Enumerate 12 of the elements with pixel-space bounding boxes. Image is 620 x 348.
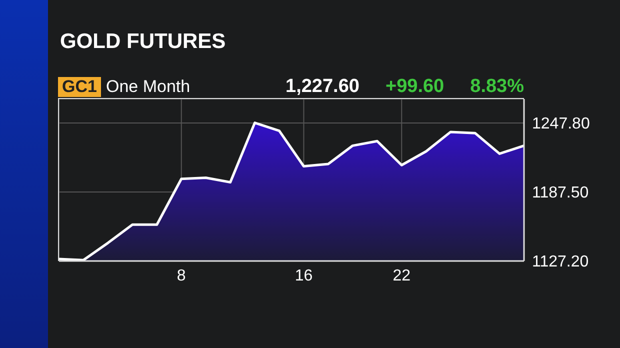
x-tick-label: 16 bbox=[294, 267, 313, 284]
y-tick-label: 1187.50 bbox=[532, 184, 589, 202]
chart-title: GOLD FUTURES bbox=[60, 30, 226, 54]
text: +99.60 bbox=[385, 76, 444, 98]
x-tick-label: 22 bbox=[392, 267, 411, 284]
text: One Month bbox=[106, 77, 190, 97]
x-tick-label: 8 bbox=[176, 267, 186, 284]
text: 8.83% bbox=[470, 76, 524, 98]
y-tick-label: 1247.80 bbox=[532, 116, 590, 133]
text: GC1 bbox=[58, 77, 101, 97]
y-tick-label: 1127.20 bbox=[532, 254, 589, 271]
text: 1,227.60 bbox=[286, 76, 360, 98]
